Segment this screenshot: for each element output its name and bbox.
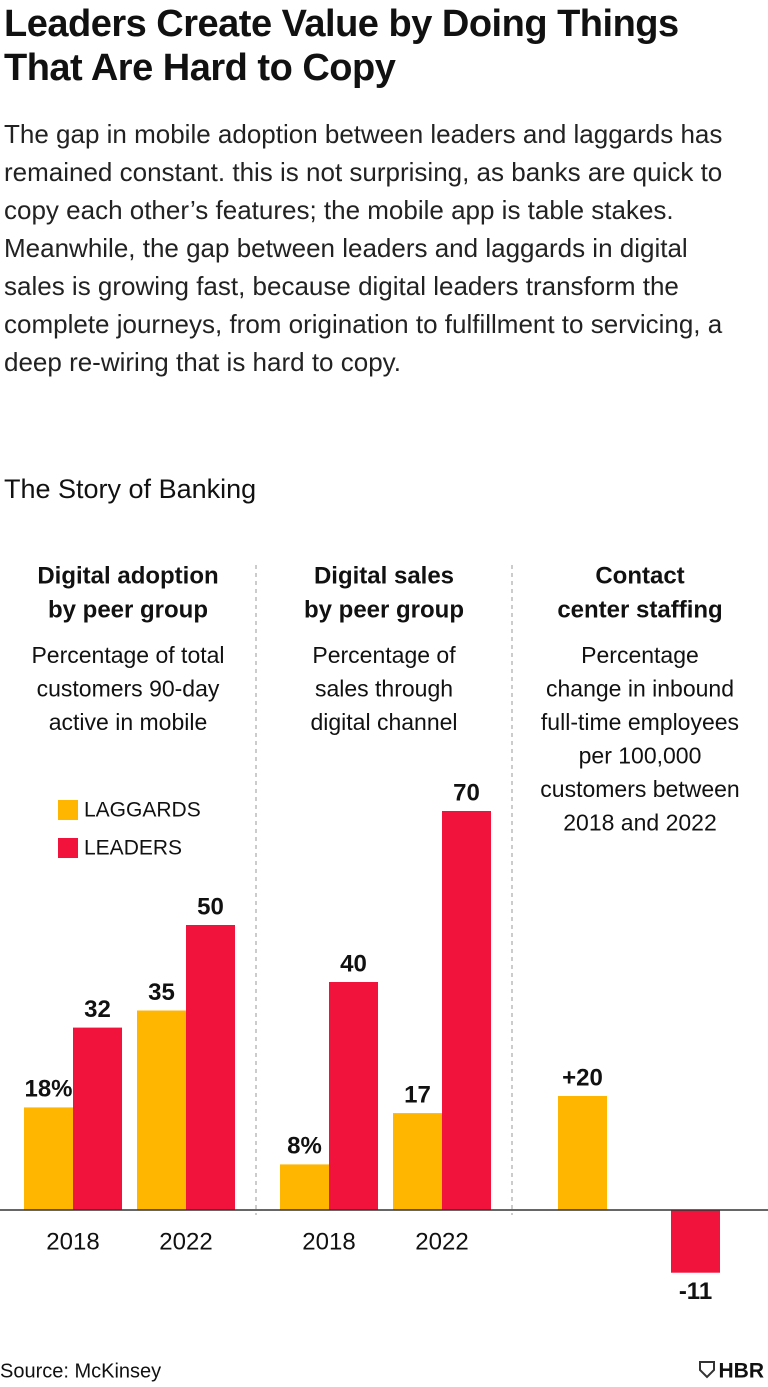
bar xyxy=(442,811,491,1210)
bar xyxy=(329,982,378,1210)
legend-label: LAGGARDS xyxy=(84,799,201,822)
panel-subtitle: change in inbound xyxy=(546,676,734,702)
bar xyxy=(558,1096,607,1210)
bar xyxy=(137,1010,186,1210)
value-label: 17 xyxy=(404,1081,431,1108)
x-tick-label: 2022 xyxy=(415,1228,468,1255)
source: Source: McKinsey xyxy=(0,1360,161,1382)
panel-subtitle: 2018 and 2022 xyxy=(563,810,717,836)
panel-title: Digital sales xyxy=(314,562,454,589)
x-tick-label: 2022 xyxy=(159,1228,212,1255)
description: The gap in mobile adoption between leade… xyxy=(4,119,723,377)
value-label: 40 xyxy=(340,950,367,977)
value-label: 35 xyxy=(148,979,175,1006)
panel-subtitle: full-time employees xyxy=(541,709,739,735)
legend-label: LEADERS xyxy=(84,837,182,860)
bar xyxy=(280,1164,329,1210)
panel-subtitle: per 100,000 xyxy=(579,743,702,769)
value-label: 8% xyxy=(287,1133,322,1160)
panel-subtitle: Percentage of xyxy=(312,642,456,668)
bar xyxy=(24,1107,73,1210)
legend-swatch xyxy=(58,838,78,858)
panel-subtitle: sales through xyxy=(315,676,453,702)
value-label: +20 xyxy=(562,1064,603,1091)
value-label: 18% xyxy=(24,1076,72,1103)
chart-title: The Story of Banking xyxy=(4,474,257,504)
legend-swatch xyxy=(58,800,78,820)
panel-subtitle: digital channel xyxy=(310,709,457,735)
bar xyxy=(73,1027,122,1210)
panel-subtitle: Percentage of total xyxy=(31,642,224,668)
panel-subtitle: active in mobile xyxy=(49,709,208,735)
value-label: -11 xyxy=(679,1278,712,1305)
bar xyxy=(186,925,235,1210)
x-tick-label: 2018 xyxy=(302,1228,355,1255)
panel-title: by peer group xyxy=(48,596,208,623)
panel-title: center staffing xyxy=(557,596,722,623)
panel-title: by peer group xyxy=(304,596,464,623)
value-label: 70 xyxy=(453,779,480,806)
title: Leaders Create Value by Doing Things Tha… xyxy=(4,3,679,89)
panel-title: Digital adoption xyxy=(37,562,218,589)
logo-icon xyxy=(699,1361,715,1379)
panel-subtitle: customers between xyxy=(540,776,739,802)
logo: HBR xyxy=(719,1360,765,1383)
bar xyxy=(393,1113,442,1210)
bar xyxy=(671,1210,720,1273)
panel-subtitle: Percentage xyxy=(581,642,699,668)
value-label: 50 xyxy=(197,893,224,920)
panel-subtitle: customers 90-day xyxy=(37,676,220,702)
x-tick-label: 2018 xyxy=(46,1228,99,1255)
panel-title: Contact xyxy=(595,562,684,589)
value-label: 32 xyxy=(84,996,111,1023)
